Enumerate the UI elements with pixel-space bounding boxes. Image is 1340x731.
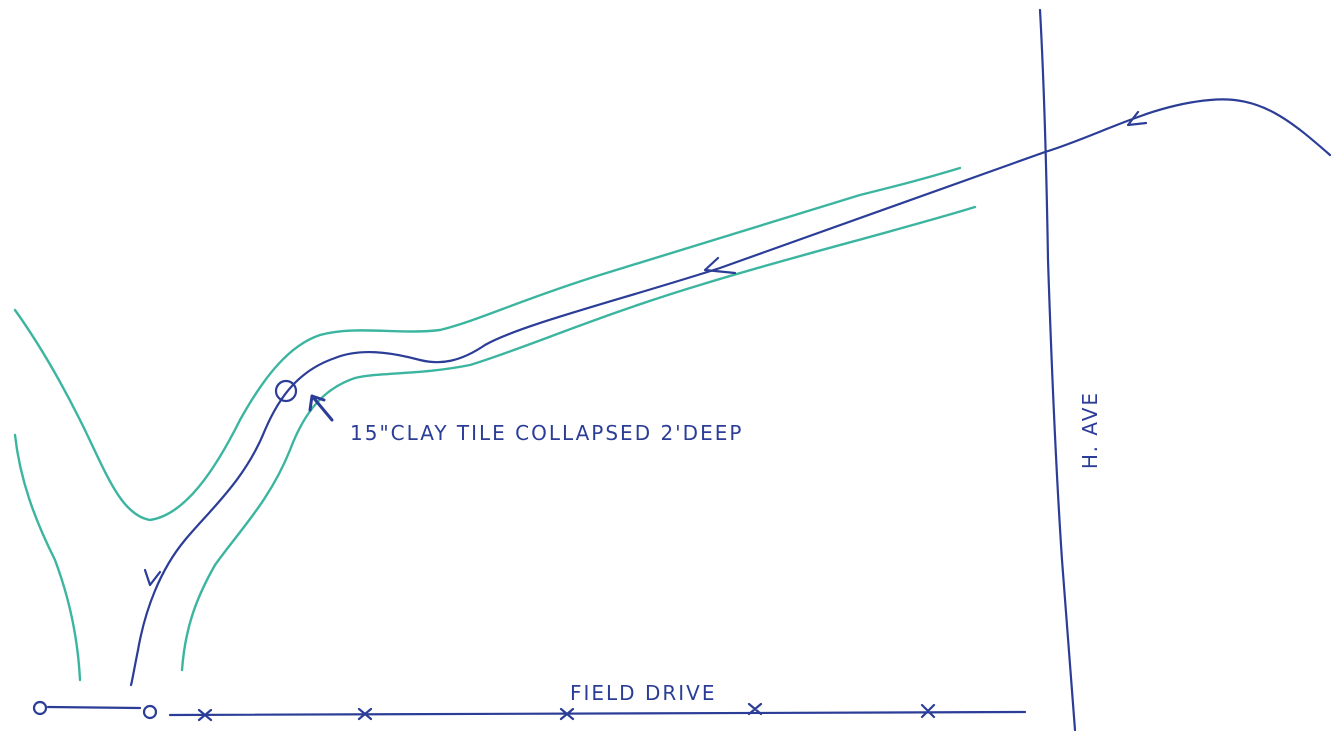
lower-bank (180, 205, 977, 672)
culvert-end (142, 704, 158, 720)
stream (129, 98, 1332, 687)
pointer-arrow (308, 394, 334, 422)
culvert (46, 705, 142, 710)
road-label: H. AVE (1078, 391, 1102, 469)
field-drive (168, 710, 1027, 717)
upper-bank (13, 166, 962, 522)
left-bank (13, 433, 82, 682)
flow-arrow (1126, 110, 1148, 127)
flow-arrow (703, 256, 737, 275)
collapse-note: 15"CLAY TILE COLLAPSED 2'DEEP (350, 421, 743, 445)
drive-label: FIELD DRIVE (570, 681, 716, 705)
drive-marks (197, 702, 936, 722)
road (1038, 8, 1077, 731)
culvert-end (32, 700, 48, 716)
flow-arrow (143, 568, 162, 587)
collapse-site (274, 379, 298, 403)
